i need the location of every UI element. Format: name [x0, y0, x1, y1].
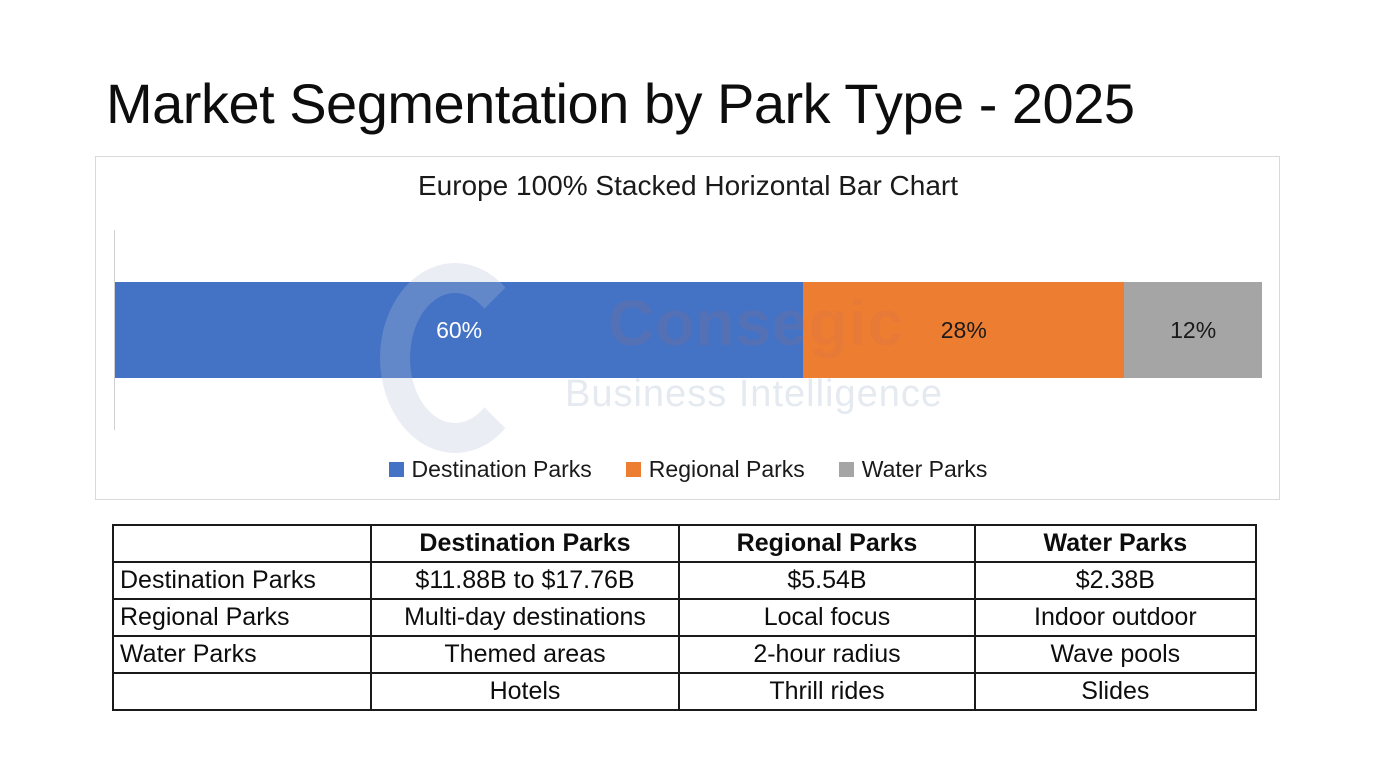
table-cell: Thrill rides: [678, 672, 976, 711]
legend-swatch-icon: [388, 462, 404, 477]
table-row: Water Parks Themed areas 2-hour radius W…: [112, 635, 1258, 674]
row-label-cell: Destination Parks: [112, 561, 372, 600]
table-header-cell: Regional Parks: [678, 524, 976, 563]
legend-label: Destination Parks: [411, 456, 592, 482]
row-label-cell: Water Parks: [112, 635, 372, 674]
stacked-bar-europe: 60% 28% 12%: [115, 282, 1262, 378]
legend-label: Water Parks: [861, 456, 988, 482]
table-cell: Multi-day destinations: [369, 598, 681, 637]
bar-segment-destination-parks: 60%: [115, 282, 804, 378]
table-cell: Local focus: [678, 598, 976, 637]
chart-title: Europe 100% Stacked Horizontal Bar Chart: [417, 170, 959, 201]
bar-segment-regional-parks: 28%: [803, 282, 1125, 378]
table-cell: 2-hour radius: [678, 635, 976, 674]
legend-swatch-icon: [625, 462, 641, 477]
category-axis-line: [114, 230, 115, 430]
data-label-regional-parks: 28%: [940, 316, 987, 343]
table-cell: $2.38B: [973, 561, 1258, 600]
park-comparison-table: Destination Parks Regional Parks Water P…: [112, 524, 1258, 711]
chart-legend: Destination Parks Regional Parks Water P…: [0, 456, 1376, 483]
table-cell: Hotels: [369, 672, 681, 711]
table-cell: Wave pools: [973, 635, 1258, 674]
legend-item-water-parks: Water Parks: [838, 456, 988, 483]
bar-segment-water-parks: 12%: [1124, 282, 1262, 378]
legend-item-regional-parks: Regional Parks: [625, 456, 805, 483]
data-label-water-parks: 12%: [1170, 316, 1217, 343]
table-cell: Indoor outdoor: [973, 598, 1258, 637]
legend-item-destination-parks: Destination Parks: [388, 456, 592, 483]
slide-title: Market Segmentation by Park Type - 2025: [106, 72, 1135, 135]
table-cell: $5.54B: [678, 561, 976, 600]
legend-label: Regional Parks: [648, 456, 805, 482]
table-header-cell: [112, 524, 372, 563]
table-row: Regional Parks Multi-day destinations Lo…: [112, 598, 1258, 637]
table-cell: Slides: [973, 672, 1258, 711]
legend-swatch-icon: [838, 462, 854, 477]
table-header-cell: Water Parks: [973, 524, 1258, 563]
table-cell: $11.88B to $17.76B: [369, 561, 681, 600]
row-label-cell: [112, 672, 372, 711]
data-label-destination-parks: 60%: [436, 316, 483, 343]
row-label-cell: Regional Parks: [112, 598, 372, 637]
table-header-row: Destination Parks Regional Parks Water P…: [112, 524, 1258, 563]
table-cell: Themed areas: [369, 635, 681, 674]
table-header-cell: Destination Parks: [369, 524, 681, 563]
table-row: Destination Parks $11.88B to $17.76B $5.…: [112, 561, 1258, 600]
table-row: Hotels Thrill rides Slides: [112, 672, 1258, 711]
